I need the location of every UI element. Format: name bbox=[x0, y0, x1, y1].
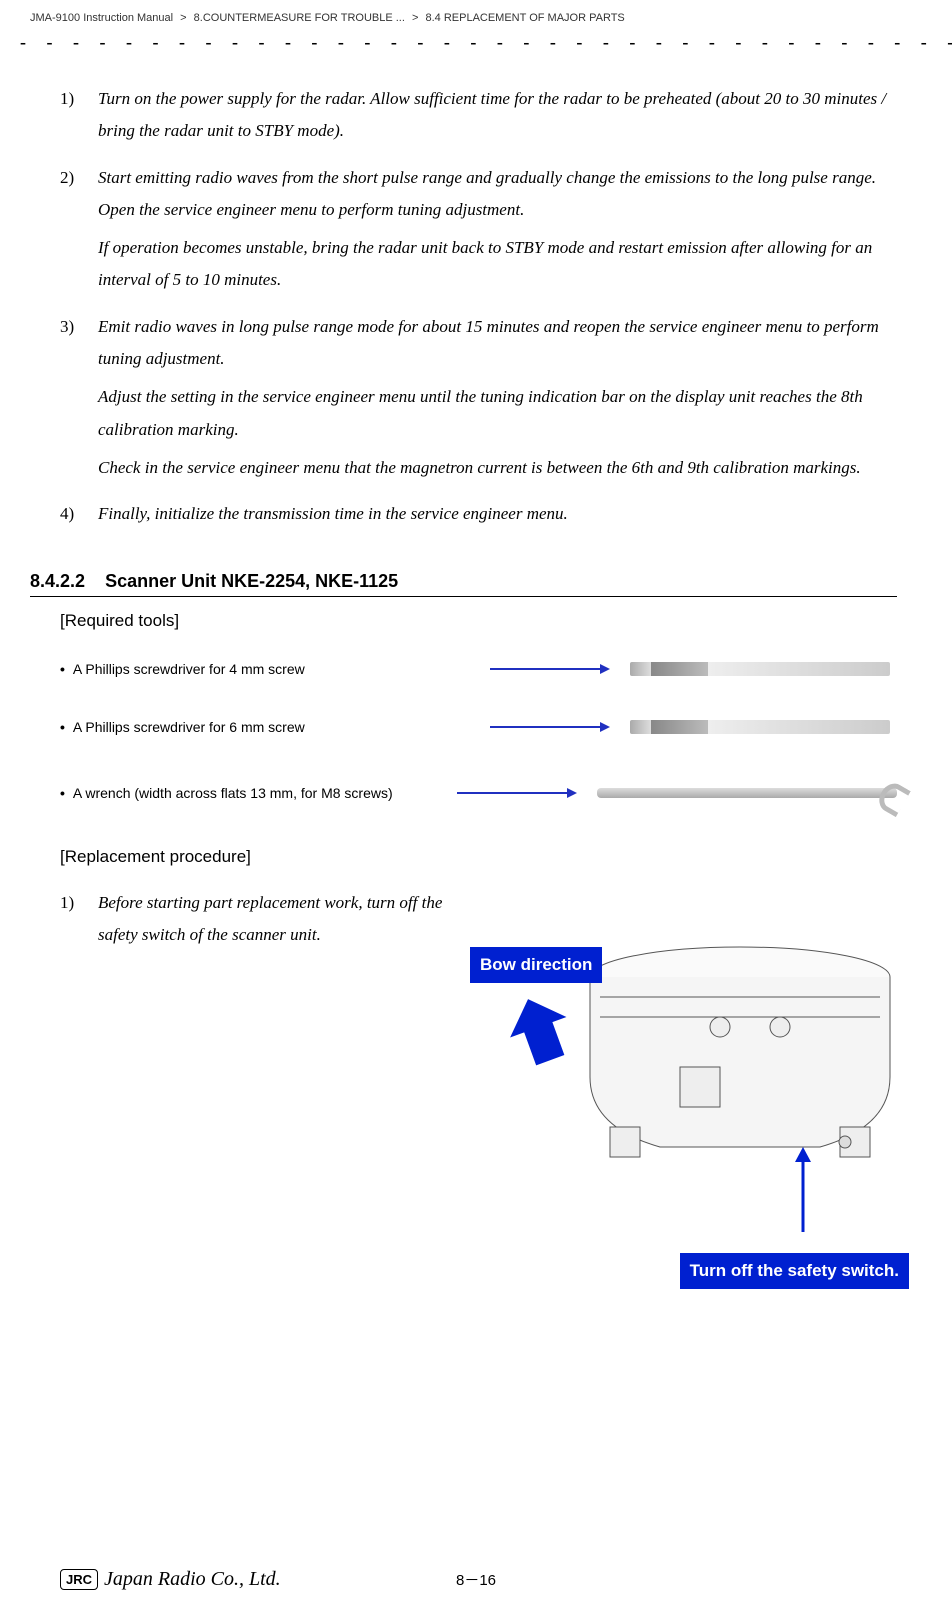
divider-dashes: - - - - - - - - - - - - - - - - - - - - … bbox=[0, 32, 952, 53]
step-num: 2) bbox=[60, 162, 98, 297]
step-sub: Adjust the setting in the service engine… bbox=[98, 381, 897, 446]
bow-direction-label: Bow direction bbox=[470, 947, 602, 983]
page-number: 8－16 bbox=[456, 1569, 496, 1590]
step-sub2: Check in the service engineer menu that … bbox=[98, 452, 897, 484]
bow-arrow-icon bbox=[510, 997, 570, 1067]
step-num: 4) bbox=[60, 498, 98, 530]
section-title: Scanner Unit NKE-2254, NKE-1125 bbox=[105, 571, 398, 591]
screwdriver-icon bbox=[490, 703, 897, 751]
breadcrumb-sep: > bbox=[412, 12, 418, 24]
section-num: 8.4.2.2 bbox=[30, 571, 85, 591]
breadcrumb-sep: > bbox=[180, 12, 186, 24]
tool-text: A wrench (width across flats 13 mm, for … bbox=[73, 785, 393, 801]
company-name: Japan Radio Co., Ltd. bbox=[104, 1568, 281, 1591]
wrench-icon bbox=[457, 769, 897, 817]
safety-arrow-icon bbox=[783, 1147, 823, 1237]
tool-row: •A Phillips screwdriver for 6 mm screw bbox=[60, 703, 897, 751]
step-body: Turn on the power supply for the radar. … bbox=[98, 83, 897, 148]
tool-label: •A wrench (width across flats 13 mm, for… bbox=[60, 785, 457, 801]
step-text: Start emitting radio waves from the shor… bbox=[98, 162, 897, 227]
step-body: Finally, initialize the transmission tim… bbox=[98, 498, 568, 530]
step-body: Before starting part replacement work, t… bbox=[98, 887, 460, 952]
jrc-badge: JRC bbox=[60, 1569, 98, 1590]
step-num: 3) bbox=[60, 311, 98, 484]
breadcrumb-1: JMA-9100 Instruction Manual bbox=[30, 12, 173, 24]
breadcrumb: JMA-9100 Instruction Manual > 8.COUNTERM… bbox=[0, 0, 952, 32]
step-1: 1) Turn on the power supply for the rada… bbox=[60, 83, 897, 148]
footer: JRC Japan Radio Co., Ltd. 8－16 bbox=[0, 1569, 952, 1590]
breadcrumb-3: 8.4 REPLACEMENT OF MAJOR PARTS bbox=[425, 12, 624, 24]
step-num: 1) bbox=[60, 83, 98, 148]
step-text: Emit radio waves in long pulse range mod… bbox=[98, 311, 897, 376]
step-b1: 1) Before starting part replacement work… bbox=[60, 887, 460, 952]
tool-text: A Phillips screwdriver for 6 mm screw bbox=[73, 719, 305, 735]
step-num: 1) bbox=[60, 887, 98, 952]
required-tools-heading: [Required tools] bbox=[60, 611, 897, 631]
tool-row: •A wrench (width across flats 13 mm, for… bbox=[60, 769, 897, 817]
section-heading: 8.4.2.2 Scanner Unit NKE-2254, NKE-1125 bbox=[30, 571, 897, 597]
step-3: 3) Emit radio waves in long pulse range … bbox=[60, 311, 897, 484]
step-body: Start emitting radio waves from the shor… bbox=[98, 162, 897, 297]
footer-logo: JRC Japan Radio Co., Ltd. bbox=[60, 1568, 281, 1591]
safety-switch-label: Turn off the safety switch. bbox=[680, 1253, 909, 1289]
step-sub: If operation becomes unstable, bring the… bbox=[98, 232, 897, 297]
tool-label: •A Phillips screwdriver for 6 mm screw bbox=[60, 719, 490, 735]
step-2: 2) Start emitting radio waves from the s… bbox=[60, 162, 897, 297]
breadcrumb-2: 8.COUNTERMEASURE FOR TROUBLE ... bbox=[194, 12, 405, 24]
tool-row: •A Phillips screwdriver for 4 mm screw bbox=[60, 645, 897, 693]
tool-text: A Phillips screwdriver for 4 mm screw bbox=[73, 661, 305, 677]
screwdriver-icon bbox=[490, 645, 897, 693]
step-4: 4) Finally, initialize the transmission … bbox=[60, 498, 897, 530]
step-body: Emit radio waves in long pulse range mod… bbox=[98, 311, 897, 484]
scanner-diagram: Bow direction Turn off the safety switch… bbox=[480, 887, 897, 1267]
tool-label: •A Phillips screwdriver for 4 mm screw bbox=[60, 661, 490, 677]
replacement-heading: [Replacement procedure] bbox=[60, 847, 897, 867]
